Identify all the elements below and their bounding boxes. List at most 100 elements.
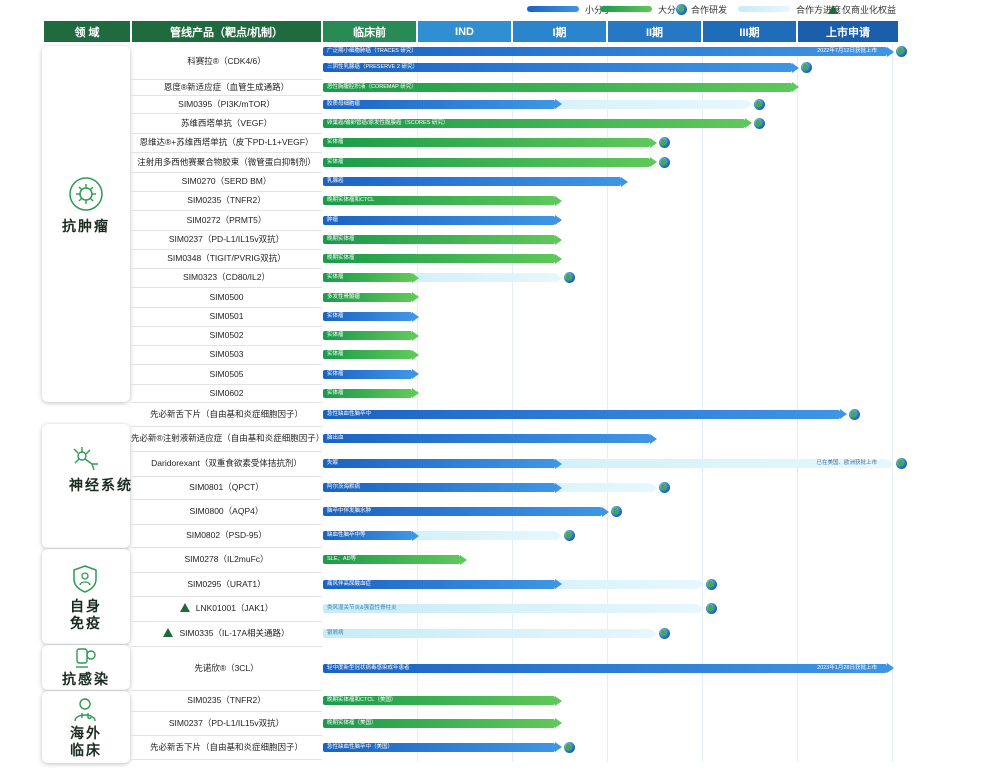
- row-divider: [131, 621, 322, 622]
- row-label-text: SIM0237（PD-L1/IL15v双抗）: [168, 718, 285, 728]
- header-stage-ind: IND: [418, 21, 511, 42]
- bar-arrowhead: [649, 482, 657, 493]
- bar-arrowhead: [554, 234, 562, 245]
- bar-indication-text: 晚期实体瘤: [327, 255, 355, 261]
- globe-icon: [896, 458, 907, 469]
- domain-card-overseas: [42, 691, 130, 763]
- bar-indication-label: 类风湿关节炎&强直性脊柱炎: [323, 604, 697, 613]
- bar-indication-label: 银屑病: [323, 629, 650, 638]
- domain-label-oncology: 抗肿瘤: [62, 218, 110, 234]
- domain-card-neuro: [42, 424, 130, 548]
- bar-indication-label: 脑卒中伴发脑水肿: [323, 507, 602, 516]
- bar-indication-text: 晚期实体瘤: [327, 236, 355, 242]
- bar-arrowhead: [412, 292, 419, 302]
- bar-arrowhead: [554, 579, 562, 589]
- bar-indication-label: 广泛期小细胞肺癌（TRACES 研究） 2022年7月12日获批上市: [323, 47, 887, 56]
- domain-label-immunology: 自身免疫: [42, 598, 130, 632]
- large-molecule-bar: [323, 718, 555, 728]
- bar-indication-label: 晚期实体瘤（美国）: [323, 719, 555, 728]
- bar-indication-label: 胶质母细胞瘤: [323, 100, 745, 109]
- globe-icon: [896, 46, 907, 57]
- row-label: Daridorexant（双重食欲素受体拮抗剂）: [131, 451, 322, 476]
- row-divider: [131, 95, 322, 96]
- row-divider: [131, 172, 322, 173]
- row-divider: [131, 152, 322, 153]
- bar-indication-label: 晚期实体瘤: [323, 235, 555, 244]
- bar-indication-text: 缺血性脑卒中等: [327, 532, 366, 538]
- row-label: SIM0323（CD80/IL2）: [131, 268, 322, 287]
- row-divider: [131, 735, 322, 736]
- row-label: SIM0602: [131, 384, 322, 402]
- bar-arrowhead: [649, 433, 657, 444]
- legend-commercial-only: 仅商业化权益: [828, 2, 896, 16]
- small-molecule-bar: [323, 215, 555, 225]
- bar-indication-label: 失眠 已在美国、欧洲获批上市: [323, 459, 887, 468]
- small-molecule-bar: [323, 409, 840, 419]
- bar-indication-label: 卵巢癌/输卵管癌/原发性腹膜癌（SCORES 研究）: [323, 119, 745, 128]
- bar-indication-text: 类风湿关节炎&强直性脊柱炎: [327, 605, 397, 611]
- header-stage-preclinical: 临床前: [323, 21, 416, 42]
- row-divider: [131, 191, 322, 192]
- row-divider: [131, 690, 322, 691]
- bar-indication-text: 多发性骨髓瘤: [327, 293, 361, 300]
- row-label: SIM0237（PD-L1/IL15v双抗）: [131, 711, 322, 735]
- bar-indication-label: 晚期实体瘤和CTCL: [323, 196, 555, 205]
- bar-arrowhead: [412, 311, 419, 322]
- bar-indication-text: 失眠: [327, 460, 339, 466]
- legend-swatch-light: [738, 6, 790, 12]
- bar-arrowhead: [554, 718, 562, 728]
- stage-gridline: [417, 44, 418, 762]
- bar-indication-text: 胶质母细胞瘤: [327, 100, 361, 107]
- row-label: 先必新®注射液新适应症（自由基和炎症细胞因子）: [131, 426, 324, 451]
- row-label-text: SIM0505: [209, 369, 244, 379]
- globe-icon: [658, 628, 670, 639]
- row-divider: [131, 524, 322, 525]
- row-divider: [131, 79, 322, 80]
- bar-arrowhead: [602, 506, 609, 517]
- large-molecule-bar: [323, 157, 650, 167]
- bar-indication-label: 轻中度新型冠状病毒感染成年患者 2023年1月28日获批上市: [323, 664, 887, 673]
- row-divider: [131, 287, 322, 288]
- row-label-text: 先诺欣®（3CL）: [194, 663, 259, 673]
- row-divider: [131, 249, 322, 250]
- large-molecule-bar: [323, 138, 650, 147]
- large-molecule-bar: [323, 555, 460, 564]
- domain-label-antiinfective: 抗感染: [62, 671, 110, 687]
- bar-arrowhead: [554, 272, 562, 283]
- row-divider: [131, 345, 322, 346]
- bar-arrowhead: [412, 369, 419, 379]
- small-molecule-bar: [323, 742, 555, 752]
- bar-arrowhead: [887, 663, 894, 673]
- row-label-text: 先必新舌下片（自由基和炎症细胞因子）: [149, 742, 303, 752]
- bar-indication-text: 阿尔茨海默病: [327, 484, 361, 490]
- bar-indication-text: 轻中度新型冠状病毒感染成年患者: [327, 664, 410, 671]
- globe-icon: [658, 156, 670, 168]
- row-label: SIM0505: [131, 364, 322, 384]
- globe-icon: [753, 98, 765, 110]
- partner-progress-bar: [323, 629, 650, 638]
- domain-card-immunology: [42, 549, 130, 644]
- bar-indication-label: 乳腺癌: [323, 177, 621, 186]
- stage-gridline: [702, 44, 703, 762]
- legend-swatch-green: [600, 6, 652, 12]
- row-label-text: SIM0235（TNFR2）: [187, 195, 266, 205]
- row-divider: [131, 451, 322, 452]
- bar-indication-text: 广泛期小细胞肺癌（TRACES 研究）: [327, 48, 417, 54]
- row-label-text: SIM0503: [209, 349, 244, 359]
- bar-indication-text: 实体瘤: [327, 332, 344, 338]
- bar-indication-label: 恶性胸腹腔积液（COREMAP 研究）: [323, 83, 792, 92]
- partner-progress-bar: [323, 604, 697, 613]
- row-divider: [131, 384, 322, 385]
- partner-progress-bar: [323, 531, 555, 540]
- row-label-text: SIM0270（SERD BM）: [181, 176, 272, 186]
- row-label-text: SIM0323（CD80/IL2）: [183, 272, 270, 282]
- domain-label-overseas-text: 海外临床: [70, 725, 102, 758]
- small-molecule-bar: [323, 177, 621, 186]
- bar-arrowhead: [554, 482, 562, 493]
- domain-card-oncology: [42, 46, 130, 402]
- bar-indication-label: 实体瘤: [323, 389, 412, 398]
- row-label: SIM0501: [131, 307, 322, 326]
- globe-icon: [563, 530, 575, 541]
- bar-indication-text: 实体瘤: [327, 351, 344, 357]
